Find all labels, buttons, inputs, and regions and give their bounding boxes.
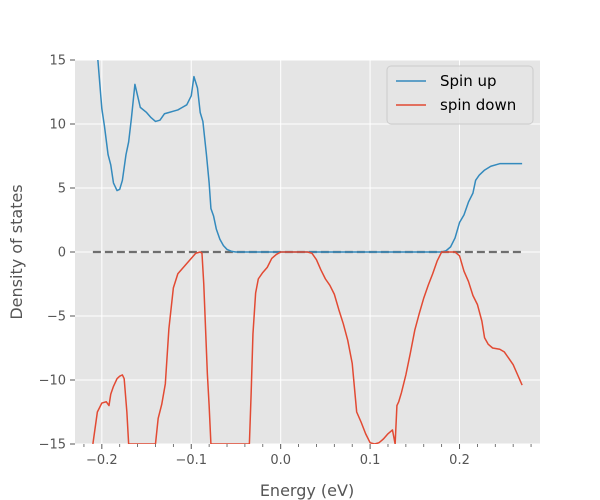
legend-label-spin-up: Spin up	[440, 72, 497, 90]
y-tick-label-1: 10	[49, 118, 66, 133]
x-tick-label-1: −0.1	[175, 453, 207, 468]
plot-area	[92, 60, 523, 444]
y-tick-label-6: −15	[39, 438, 66, 453]
series-line-spin-up	[97, 60, 523, 253]
y-tick-label-3: 0	[58, 246, 66, 261]
x-tick-label-0: −0.2	[86, 453, 118, 468]
axis-ticks: −0.2 −0.1 0.0 0.1 0.2 15 10 5 0 −5 −10 −15	[39, 54, 532, 468]
x-axis-label: Energy (eV)	[260, 481, 354, 500]
y-axis-label: Density of states	[7, 184, 26, 319]
y-tick-label-0: 15	[49, 54, 66, 69]
y-tick-label-2: 5	[58, 182, 66, 197]
y-tick-label-4: −5	[47, 310, 66, 325]
x-tick-label-3: 0.1	[360, 453, 381, 468]
series-line-spin-down	[92, 251, 523, 444]
x-tick-label-2: 0.0	[270, 453, 291, 468]
legend: Spin up spin down	[386, 65, 534, 125]
x-tick-label-4: 0.2	[449, 453, 470, 468]
legend-label-spin-down: spin down	[440, 96, 516, 114]
y-tick-label-5: −10	[39, 374, 66, 389]
